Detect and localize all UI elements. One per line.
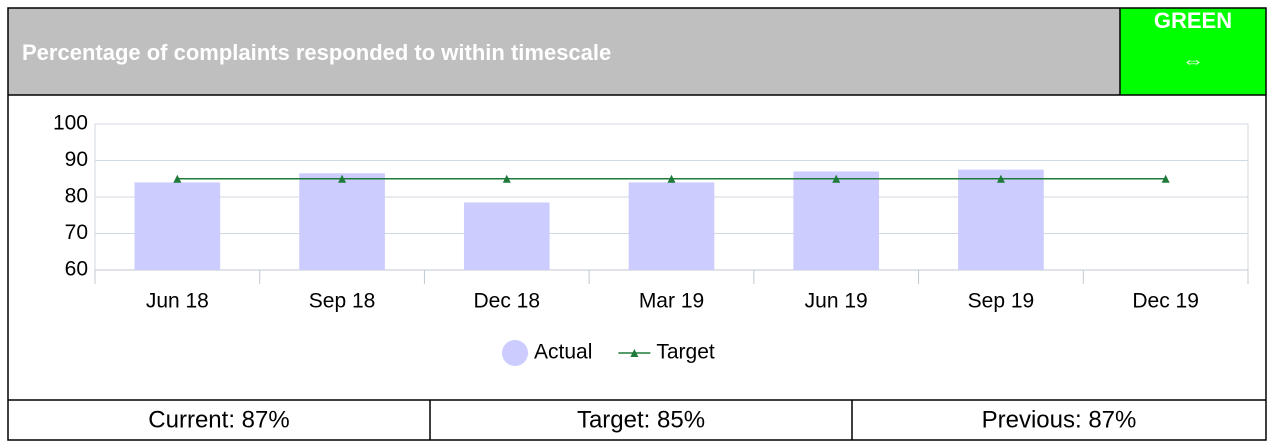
bar [299,173,385,270]
y-tick-label: 100 [53,112,88,135]
header-bar [8,8,1120,95]
x-tick-label: Dec 18 [474,290,541,313]
legend-swatch [502,340,528,366]
status-box [1120,8,1266,95]
x-tick-label: Mar 19 [639,290,704,313]
bar [134,182,221,270]
y-tick-label: 70 [65,221,88,244]
target-marker [832,174,841,183]
bar [958,169,1044,270]
x-tick-label: Dec 19 [1132,290,1199,313]
footer-cell: Previous: 87% [982,406,1137,433]
target-marker [1161,174,1170,183]
legend-label: Actual [534,341,592,364]
target-marker [502,174,511,183]
y-tick-label: 90 [65,148,88,171]
footer-cell: Target: 85% [577,406,705,433]
x-tick-label: Sep 18 [309,290,376,313]
status-label: GREEN [1154,8,1232,33]
legend-swatch [630,349,639,357]
x-tick-label: Jun 18 [146,290,209,313]
trend-icon: ⇔ [1182,48,1204,73]
target-marker [173,174,182,183]
x-tick-label: Sep 19 [968,290,1035,313]
x-tick-label: Jun 19 [805,290,868,313]
bar [628,182,715,270]
frame [7,7,1267,441]
y-tick-label: 60 [65,258,88,281]
legend-label: Target [656,341,715,364]
target-marker [996,174,1005,183]
bar [793,171,880,270]
target-marker [338,174,347,183]
target-marker [667,174,676,183]
footer-cell: Current: 87% [148,406,289,433]
header-title: Percentage of complaints responded to wi… [22,40,611,65]
y-tick-label: 80 [65,185,88,208]
bar [463,202,550,270]
